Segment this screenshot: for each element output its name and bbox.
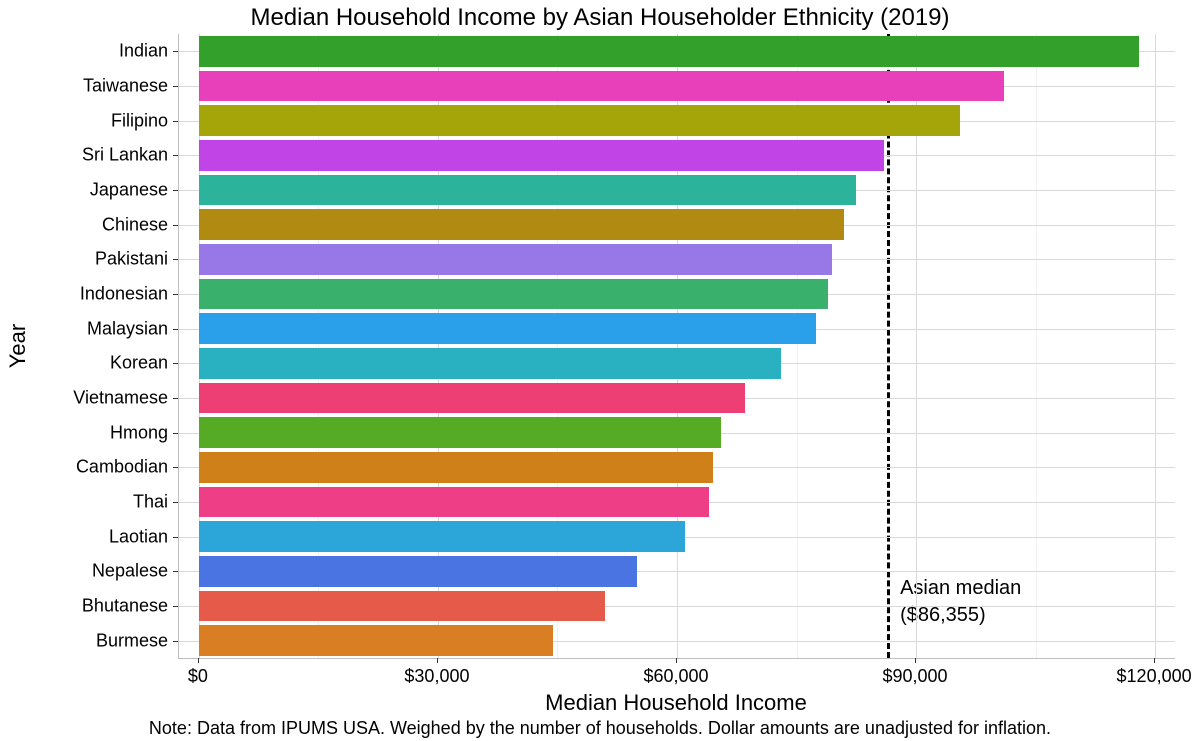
chart-title: Median Household Income by Asian Househo… (0, 4, 1200, 32)
y-tick-mark (173, 641, 178, 642)
median-annotation: Asian median ($86,355) (900, 575, 1021, 629)
y-tick-mark (173, 571, 178, 572)
y-tick-mark (173, 225, 178, 226)
y-tick-mark (173, 467, 178, 468)
x-tick-label: $60,000 (643, 666, 708, 687)
bar (199, 625, 554, 656)
y-tick-mark (173, 155, 178, 156)
x-tick-label: $120,000 (1117, 666, 1192, 687)
bar (199, 175, 856, 206)
bar (199, 452, 713, 483)
x-tick-mark (676, 658, 677, 663)
bar (199, 244, 832, 275)
y-tick-label: Cambodian (76, 457, 168, 478)
y-tick-mark (173, 86, 178, 87)
x-tick-mark (198, 658, 199, 663)
x-tick-mark (1154, 658, 1155, 663)
y-tick-label: Nepalese (92, 561, 168, 582)
bar (199, 105, 960, 136)
y-tick-label: Chinese (102, 214, 168, 235)
y-tick-mark (173, 537, 178, 538)
bar (199, 279, 828, 310)
y-tick-mark (173, 398, 178, 399)
bar (199, 591, 605, 622)
grid-minor-v (1036, 34, 1037, 658)
x-tick-mark (437, 658, 438, 663)
y-tick-mark (173, 329, 178, 330)
y-tick-label: Japanese (90, 180, 168, 201)
y-tick-label: Malaysian (87, 318, 168, 339)
y-tick-mark (173, 51, 178, 52)
x-tick-mark (915, 658, 916, 663)
bar (199, 521, 685, 552)
y-tick-label: Indonesian (80, 284, 168, 305)
y-tick-label: Sri Lankan (82, 145, 168, 166)
bar (199, 71, 1004, 102)
bar (199, 383, 745, 414)
x-tick-label: $90,000 (882, 666, 947, 687)
y-tick-label: Korean (110, 353, 168, 374)
y-tick-label: Taiwanese (83, 76, 168, 97)
y-tick-mark (173, 363, 178, 364)
bar (199, 313, 817, 344)
bar (199, 209, 844, 240)
chart-caption: Note: Data from IPUMS USA. Weighed by th… (0, 718, 1200, 739)
y-axis-label: Year (5, 324, 31, 368)
y-tick-mark (173, 121, 178, 122)
y-tick-mark (173, 433, 178, 434)
bar (199, 348, 781, 379)
y-axis-label-wrap: Year (0, 34, 36, 658)
x-tick-label: $0 (188, 666, 208, 687)
y-tick-label: Burmese (96, 630, 168, 651)
y-tick-mark (173, 294, 178, 295)
annotation-line-1: Asian median (900, 575, 1021, 602)
y-tick-label: Filipino (111, 110, 168, 131)
x-tick-label: $30,000 (404, 666, 469, 687)
bar (199, 36, 1139, 67)
y-tick-mark (173, 259, 178, 260)
y-tick-label: Vietnamese (73, 388, 168, 409)
bar (199, 140, 884, 171)
y-tick-label: Pakistani (95, 249, 168, 270)
bar (199, 556, 637, 587)
y-tick-label: Bhutanese (82, 596, 168, 617)
y-tick-mark (173, 190, 178, 191)
y-tick-mark (173, 606, 178, 607)
y-tick-mark (173, 502, 178, 503)
plot-area: Asian median ($86,355) (178, 34, 1175, 659)
grid-major-v (1155, 34, 1156, 658)
x-axis-label: Median Household Income (178, 690, 1174, 716)
y-tick-label: Laotian (109, 526, 168, 547)
y-tick-label: Thai (133, 492, 168, 513)
y-tick-label: Hmong (110, 422, 168, 443)
y-tick-label: Indian (119, 41, 168, 62)
bar (199, 417, 721, 448)
figure: Median Household Income by Asian Househo… (0, 0, 1200, 741)
bar (199, 487, 709, 518)
